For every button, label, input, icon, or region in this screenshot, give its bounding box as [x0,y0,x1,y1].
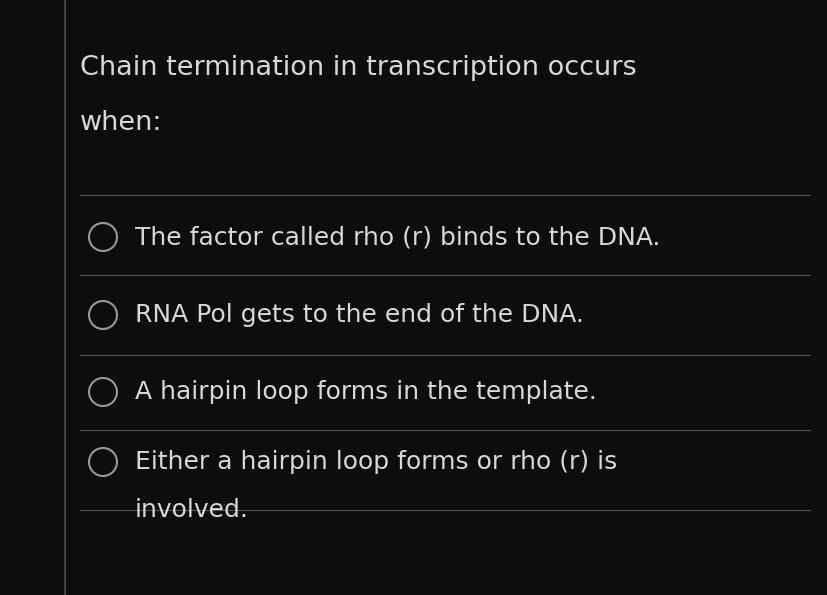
Text: when:: when: [80,110,162,136]
Text: A hairpin loop forms in the template.: A hairpin loop forms in the template. [135,380,596,404]
Text: The factor called rho (r) binds to the DNA.: The factor called rho (r) binds to the D… [135,225,660,249]
Text: involved.: involved. [135,498,249,522]
Text: Chain termination in transcription occurs: Chain termination in transcription occur… [80,55,636,81]
Text: RNA Pol gets to the end of the DNA.: RNA Pol gets to the end of the DNA. [135,303,583,327]
Text: Either a hairpin loop forms or rho (r) is: Either a hairpin loop forms or rho (r) i… [135,450,616,474]
